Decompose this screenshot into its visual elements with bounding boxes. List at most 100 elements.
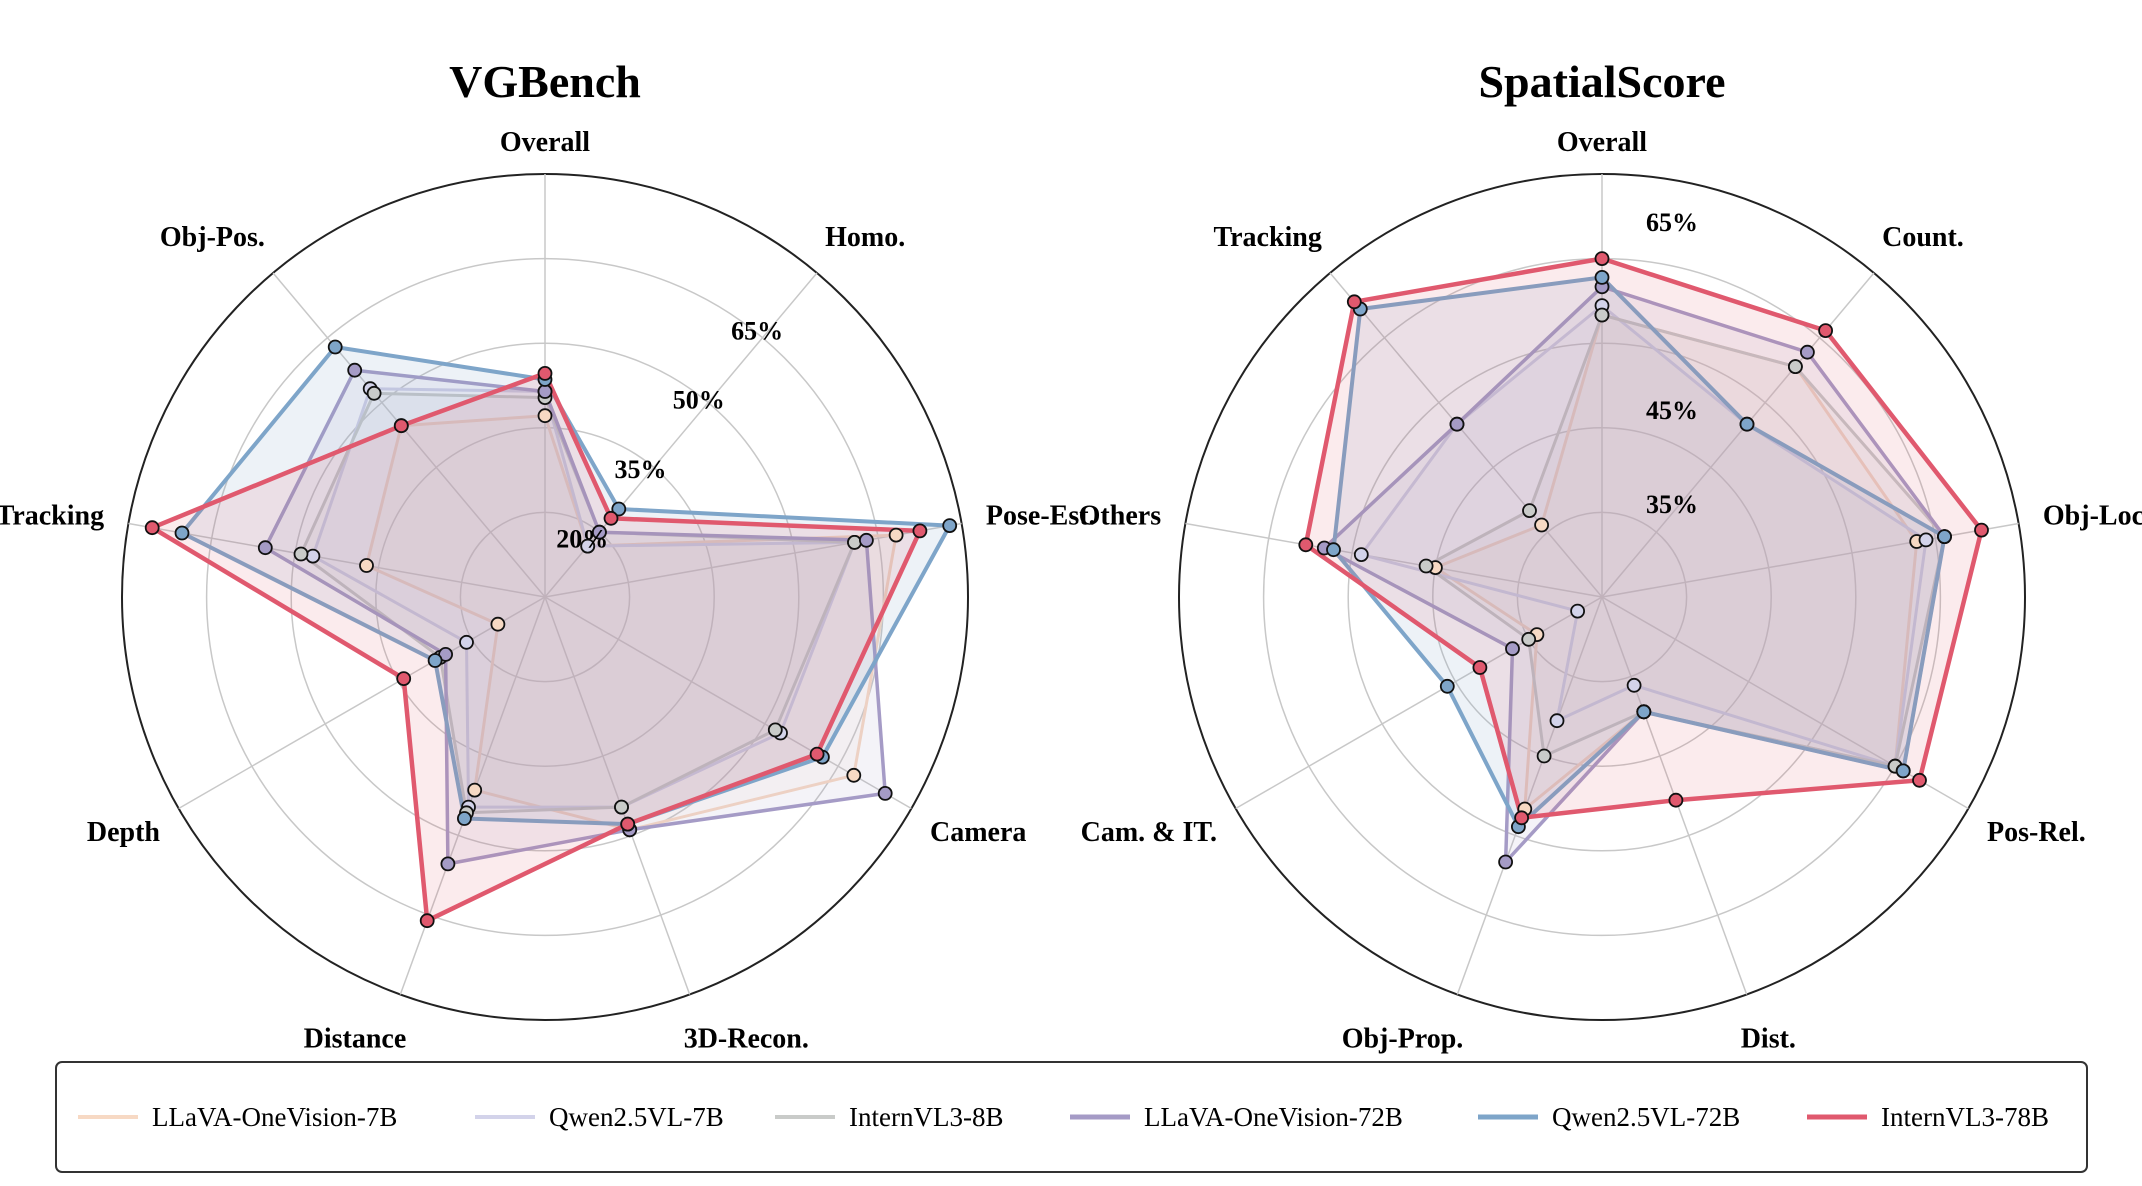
spatialscore-point-internvl3-8b <box>1521 631 1537 647</box>
spatialscore-tick-label: 35% <box>1646 490 1698 519</box>
spatialscore-axis-label-pos-rel: Pos-Rel. <box>1987 817 2086 848</box>
spatialscore-point-qwen2-5vl-72b <box>1739 416 1755 432</box>
spatialscore-axis-label-tracking: Tracking <box>1214 222 1322 253</box>
spatialscore-axis-label-obj-prop: Obj-Prop. <box>1342 1024 1464 1055</box>
spatialscore-point-llava-onevision-72b <box>1498 854 1513 870</box>
vgbench-spoke <box>544 596 691 995</box>
vgbench-series-internvl3-78b <box>149 371 923 923</box>
spatialscore-point-qwen2-5vl-7b <box>1918 532 1934 548</box>
vgbench-point-internvl3-8b <box>366 385 382 401</box>
spatialscore-point-llava-onevision-7b <box>1534 517 1549 533</box>
vgbench-point-internvl3-8b <box>293 546 309 562</box>
legend-label-qwen2-5vl-7b: Qwen2.5VL-7B <box>549 1102 724 1132</box>
vgbench-point-llava-onevision-7b <box>490 616 506 632</box>
spatialscore-point-qwen2-5vl-7b <box>1353 547 1369 562</box>
vgbench-axis-label-camera: Camera <box>930 817 1026 848</box>
vgbench-radar-chart: VGBench Overall Homo. Pose-Est. Camera 3D-Re… <box>0 56 1096 1055</box>
vgbench-point-internvl3-78b <box>537 365 553 381</box>
vgbench-point-internvl3-78b <box>603 510 619 526</box>
spatialscore-point-internvl3-78b <box>1668 792 1684 808</box>
vgbench-axis-label-homo: Homo. <box>825 222 905 253</box>
spatialscore-point-qwen2-5vl-72b <box>1636 704 1652 720</box>
vgbench-series-qwen2-5vl-72b <box>180 345 952 827</box>
vgbench-point-llava-onevision-72b <box>877 786 893 801</box>
spatialscore-point-internvl3-78b <box>1514 810 1529 826</box>
spatialscore-axis-label-overall: Overall <box>1557 127 1647 158</box>
vgbench-point-llava-onevision-72b <box>537 384 553 399</box>
spatialscore-series-internvl3-78b <box>1303 256 1984 821</box>
vgbench-point-internvl3-8b <box>847 535 862 550</box>
vgbench-point-internvl3-78b <box>912 523 928 539</box>
spatialscore-spoke <box>1456 596 1603 995</box>
legend-label-qwen2-5vl-72b: Qwen2.5VL-72B <box>1552 1102 1740 1132</box>
spatialscore-point-qwen2-5vl-7b <box>1570 603 1585 619</box>
vgbench-point-internvl3-78b <box>809 746 825 762</box>
legend-label-internvl3-78b: InternVL3-78B <box>1881 1102 2049 1132</box>
vgbench-point-qwen2-5vl-7b <box>305 548 321 564</box>
vgbench-point-internvl3-8b <box>614 799 629 815</box>
vgbench-axis-label-obj-pos: Obj-Pos. <box>160 222 265 253</box>
legend-label-internvl3-8b: InternVL3-8B <box>849 1102 1003 1132</box>
vgbench-point-internvl3-78b <box>419 913 435 929</box>
spatialscore-radar-chart: SpatialScore Overall Count. Obj-Loc. Pos-Re… <box>1079 56 2142 1055</box>
vgbench-point-qwen2-5vl-7b <box>459 634 474 650</box>
spatialscore-point-llava-onevision-72b <box>1449 416 1465 432</box>
spatialscore-point-llava-onevision-72b <box>1505 641 1520 657</box>
spatialscore-point-internvl3-8b <box>1536 748 1552 764</box>
vgbench-point-qwen2-5vl-7b <box>580 538 596 554</box>
spatialscore-point-internvl3-78b <box>1594 251 1610 267</box>
spatialscore-point-internvl3-8b <box>1418 558 1434 574</box>
vgbench-axis-label-tracking: Tracking <box>0 500 104 531</box>
spatialscore-point-internvl3-78b <box>1298 537 1314 553</box>
vgbench-series-llava-onevision-72b <box>263 368 887 866</box>
vgbench-tick-label: 20% <box>556 525 608 554</box>
vgbench-point-llava-onevision-72b <box>440 856 456 872</box>
spatialscore-point-internvl3-78b <box>1974 522 1989 538</box>
vgbench-point-qwen2-5vl-72b <box>942 518 958 533</box>
spatialscore-series-qwen2-5vl-7b <box>1359 304 1928 768</box>
spatialscore-axis-label-obj-loc: Obj-Loc. <box>2043 500 2142 531</box>
spatialscore-series-internvl3-8b <box>1424 313 1946 768</box>
vgbench-point-internvl3-78b <box>620 816 636 832</box>
vgbench-point-qwen2-5vl-72b <box>174 525 190 541</box>
vgbench-title: VGBench <box>449 56 641 107</box>
spatialscore-axis-label-count: Count. <box>1882 222 1964 253</box>
vgbench-axis-label-distance: Distance <box>304 1024 407 1055</box>
spatialscore-axis-label-dist: Dist. <box>1741 1024 1796 1055</box>
spatialscore-point-qwen2-5vl-7b <box>1549 713 1565 729</box>
vgbench-point-internvl3-78b <box>396 671 412 686</box>
spatialscore-point-internvl3-78b <box>1346 294 1362 310</box>
vgbench-series-qwen2-5vl-7b <box>311 387 856 809</box>
vgbench-point-llava-onevision-7b <box>467 782 483 798</box>
vgbench-axis-label-3d-recon: 3D-Recon. <box>684 1024 809 1055</box>
spatialscore-point-qwen2-5vl-72b <box>1895 763 1911 779</box>
legend: LLaVA-OneVision-7B Qwen2.5VL-7B InternVL3-… <box>55 1061 2088 1173</box>
legend-label-llava-onevision-7b: LLaVA-OneVision-7B <box>152 1102 397 1132</box>
vgbench-tick-label: 35% <box>615 455 667 484</box>
spatialscore-point-internvl3-8b <box>1788 359 1803 375</box>
spatialscore-point-internvl3-8b <box>1522 503 1537 519</box>
vgbench-tick-label: 65% <box>731 316 783 345</box>
vgbench-point-qwen2-5vl-72b <box>427 653 443 668</box>
vgbench-point-qwen2-5vl-72b <box>611 501 627 517</box>
spatialscore-series-llava-onevision-7b <box>1433 313 1919 811</box>
spatialscore-title: SpatialScore <box>1478 56 1725 107</box>
vgbench-axis-label-depth: Depth <box>87 817 161 848</box>
spatialscore-axis-label-cam-it: Cam. & IT. <box>1081 817 1217 848</box>
vgbench-point-qwen2-5vl-72b <box>327 339 343 355</box>
vgbench-spoke <box>178 596 546 810</box>
vgbench-point-llava-onevision-7b <box>537 408 553 424</box>
spatialscore-series-llava-onevision-72b <box>1322 285 1947 864</box>
vgbench-axis-label-overall: Overall <box>500 127 590 158</box>
spatialscore-point-internvl3-78b <box>1818 323 1833 339</box>
vgbench-axis-label-pose-est: Pose-Est. <box>986 500 1096 531</box>
spatialscore-point-internvl3-78b <box>1912 772 1927 788</box>
spatialscore-point-qwen2-5vl-72b <box>1439 678 1455 694</box>
vgbench-point-llava-onevision-7b <box>359 558 374 573</box>
spatialscore-tick-label: 65% <box>1646 208 1698 237</box>
legend-label-llava-onevision-72b: LLaVA-OneVision-72B <box>1144 1102 1403 1132</box>
spatialscore-point-qwen2-5vl-72b <box>1937 529 1952 544</box>
vgbench-point-llava-onevision-72b <box>257 540 273 556</box>
vgbench-point-internvl3-8b <box>767 722 783 738</box>
